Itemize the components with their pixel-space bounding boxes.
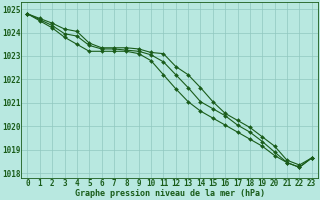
X-axis label: Graphe pression niveau de la mer (hPa): Graphe pression niveau de la mer (hPa) (75, 189, 265, 198)
